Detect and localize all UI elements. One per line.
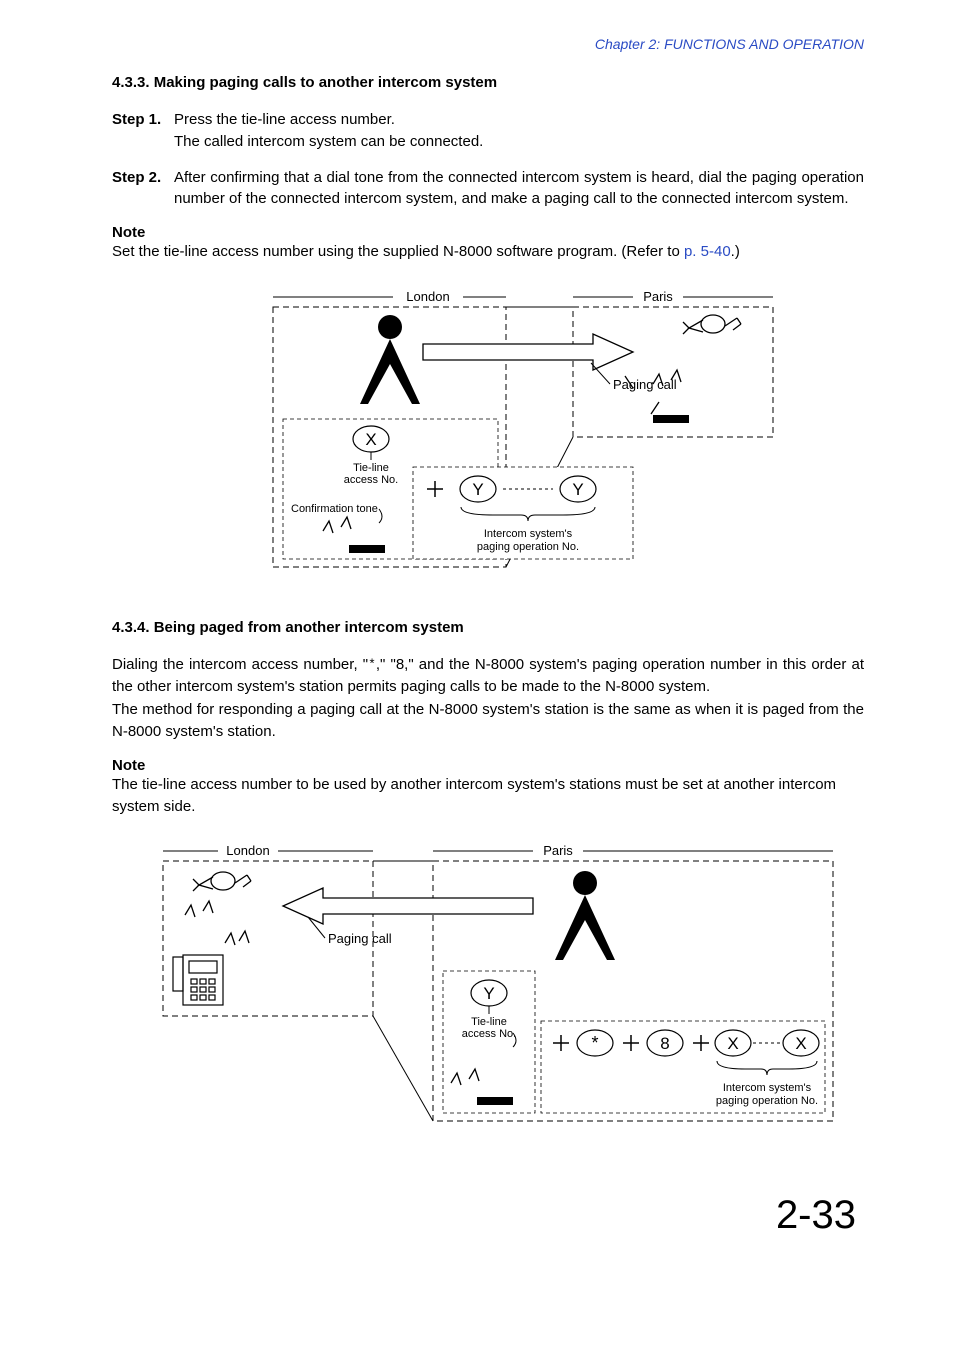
- step-1-body: Press the tie-line access number. The ca…: [174, 109, 864, 153]
- figure-2: London Paris: [112, 843, 864, 1133]
- note-label-1: Note: [112, 224, 864, 241]
- note-1-prefix: Set the tie-line access number using the…: [112, 243, 684, 260]
- step-1-line-1: Press the tie-line access number.: [174, 111, 395, 128]
- svg-text:X: X: [365, 430, 376, 449]
- note-label-2: Note: [112, 757, 864, 774]
- para-434-1: Dialing the intercom access number, "*,"…: [112, 654, 864, 698]
- svg-text:Y: Y: [483, 984, 494, 1003]
- svg-text:paging operation No.: paging operation No.: [716, 1095, 818, 1107]
- step-1-line-2: The called intercom system can be connec…: [174, 133, 483, 150]
- svg-text:X: X: [795, 1034, 806, 1053]
- p1a: Dialing the intercom access number, ": [112, 656, 368, 673]
- page-number: 2-33: [112, 1193, 856, 1238]
- figure-1: London Paris: [112, 289, 864, 579]
- svg-text:Paging call: Paging call: [328, 931, 392, 946]
- svg-text:Y: Y: [472, 480, 483, 499]
- svg-text:Y: Y: [572, 480, 583, 499]
- svg-text:X: X: [727, 1034, 738, 1053]
- svg-text:access No.: access No.: [462, 1028, 516, 1040]
- svg-text:London: London: [226, 843, 269, 858]
- svg-text:8: 8: [660, 1034, 669, 1053]
- para-434-2: The method for responding a paging call …: [112, 699, 864, 743]
- chapter-header: Chapter 2: FUNCTIONS AND OPERATION: [112, 36, 864, 52]
- page-ref-link[interactable]: p. 5-40: [684, 243, 731, 260]
- step-1: Step 1. Press the tie-line access number…: [112, 109, 864, 153]
- step-1-label: Step 1.: [112, 109, 174, 131]
- svg-text:*: *: [591, 1033, 598, 1053]
- section-heading-433: 4.3.3. Making paging calls to another in…: [112, 74, 864, 91]
- svg-text:paging operation No.: paging operation No.: [477, 541, 579, 553]
- note-body-1: Set the tie-line access number using the…: [112, 241, 864, 263]
- note-body-2: The tie-line access number to be used by…: [112, 774, 864, 818]
- svg-text:Paris: Paris: [643, 289, 673, 304]
- step-2: Step 2. After confirming that a dial ton…: [112, 167, 864, 211]
- svg-text:Intercom system's: Intercom system's: [484, 528, 573, 540]
- note-1-suffix: .): [731, 243, 740, 260]
- svg-text:Paging call: Paging call: [613, 377, 677, 392]
- section-heading-434: 4.3.4. Being paged from another intercom…: [112, 619, 864, 636]
- svg-text:Paris: Paris: [543, 843, 573, 858]
- svg-text:London: London: [406, 289, 449, 304]
- step-2-label: Step 2.: [112, 167, 174, 189]
- svg-text:Tie-line: Tie-line: [353, 462, 389, 474]
- svg-text:Tie-line: Tie-line: [471, 1016, 507, 1028]
- svg-text:Confirmation tone: Confirmation tone: [291, 503, 378, 515]
- step-2-body: After confirming that a dial tone from t…: [174, 167, 864, 211]
- star-glyph: *: [368, 657, 376, 672]
- svg-text:access No.: access No.: [344, 474, 398, 486]
- svg-text:Intercom system's: Intercom system's: [723, 1082, 812, 1094]
